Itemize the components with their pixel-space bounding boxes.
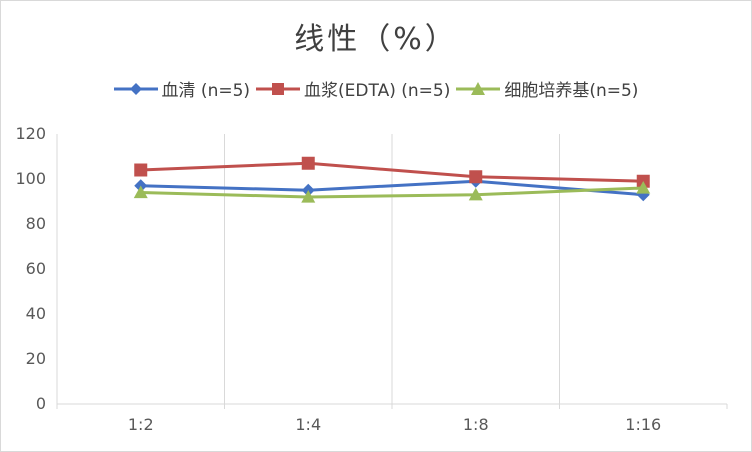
data-point-series-2: [301, 156, 315, 170]
y-tick-label: 120: [15, 124, 46, 143]
x-tick-label: 1:2: [128, 415, 154, 434]
x-tick-label: 1:16: [625, 415, 661, 434]
legend-label: 细胞培养基(n=5): [504, 81, 639, 101]
legend-item-3: 细胞培养基(n=5): [456, 76, 638, 101]
x-tick-label: 1:8: [463, 415, 489, 434]
series-line-3: [140, 186, 644, 199]
y-tick-label: 100: [15, 169, 46, 188]
y-tick-label: 60: [26, 259, 46, 278]
legend-swatch-square-icon: [256, 82, 301, 95]
legend-swatch-diamond-icon: [113, 82, 158, 95]
y-tick-label: 80: [26, 214, 46, 233]
series-line-1: [140, 179, 644, 197]
x-tick-label: 1:4: [295, 415, 321, 434]
chart-legend: 血清 (n=5) 血浆(EDTA) (n=5) 细胞培养基(n=5): [0, 76, 752, 101]
legend-label: 血浆(EDTA) (n=5): [304, 81, 451, 101]
legend-label: 血清 (n=5): [161, 81, 251, 101]
legend-item-2: 血浆(EDTA) (n=5): [256, 76, 450, 101]
legend-item-1: 血清 (n=5): [113, 76, 251, 101]
data-point-series-2: [469, 170, 483, 184]
y-tick-label: 20: [26, 349, 46, 368]
legend-swatch-triangle-icon: [456, 81, 501, 95]
data-point-series-2: [134, 163, 148, 177]
y-tick-label: 0: [36, 394, 46, 413]
series-line-2: [140, 161, 644, 183]
data-point-series-3: [133, 185, 148, 199]
data-point-series-3: [301, 190, 316, 203]
data-point-series-3: [636, 181, 651, 194]
y-tick-label: 40: [26, 304, 46, 323]
data-point-series-3: [468, 187, 483, 201]
chart-title: 线性（%）: [294, 22, 458, 57]
